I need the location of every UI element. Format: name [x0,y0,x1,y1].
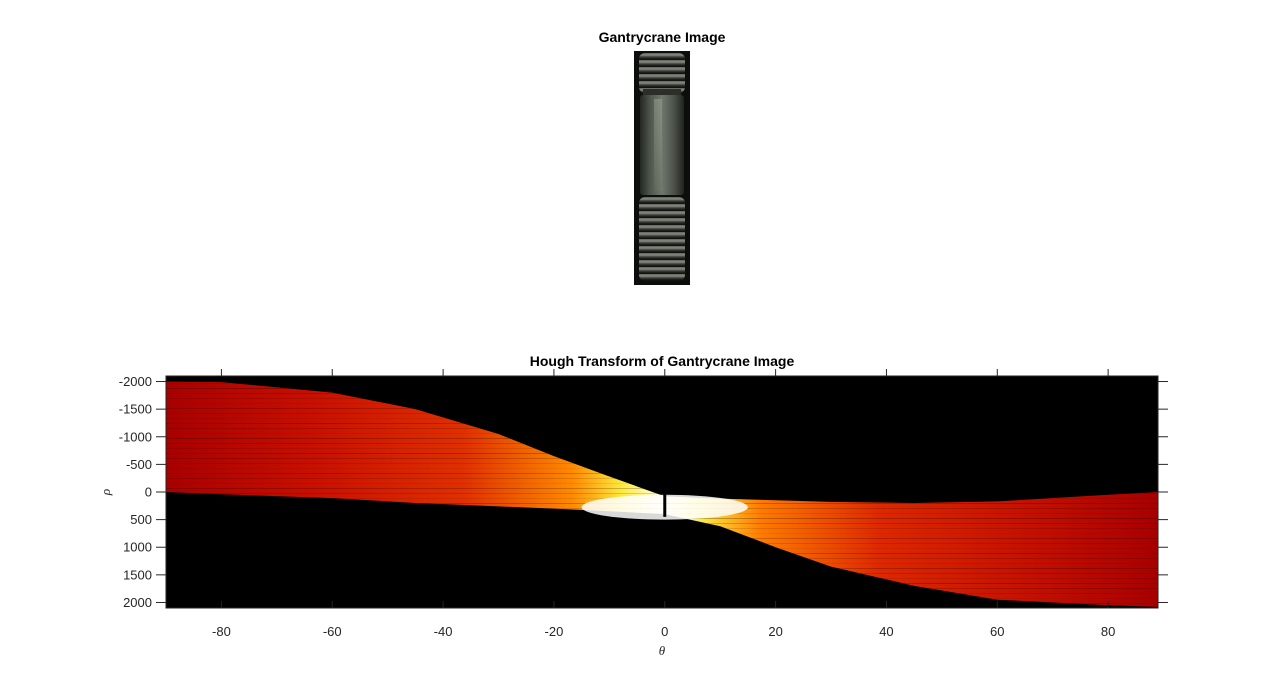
gantrycrane-photo [634,51,690,285]
y-tick-label: 2000 [123,595,152,610]
y-tick-label: -1000 [119,429,152,444]
photo-shaft [640,95,684,195]
y-tick-label: 1000 [123,540,152,555]
photo-thread-bottom [639,197,685,281]
center-gap [663,492,667,517]
x-tick-label: 0 [661,624,668,639]
y-tick-label: 1500 [123,567,152,582]
y-tick-label: 0 [145,485,152,500]
x-tick-label: -80 [212,624,231,639]
x-tick-label: 20 [768,624,782,639]
x-tick-label: 80 [1101,624,1115,639]
hough-band [166,381,1158,607]
photo-thread-top [639,53,685,93]
y-tick-label: -1500 [119,402,152,417]
x-tick-label: -20 [545,624,564,639]
x-tick-label: 40 [879,624,893,639]
image-title: Gantrycrane Image [598,29,726,45]
x-tick-label: -40 [434,624,453,639]
hough-title: Hough Transform of Gantrycrane Image [529,353,795,369]
x-axis: -80 -60 -40 -20 0 20 40 60 80 [212,369,1115,639]
y-tick-label: 500 [130,512,152,527]
y-tick-label: -500 [126,457,152,472]
y-axis-label: ρ [98,489,113,496]
y-tick-label: -2000 [119,374,152,389]
photo-neck [643,89,681,99]
x-tick-label: -60 [323,624,342,639]
x-axis-label: θ [659,643,666,658]
x-tick-label: 60 [990,624,1004,639]
y-axis: -2000 -1500 -1000 -500 0 500 1000 1500 2000 [119,374,1168,610]
